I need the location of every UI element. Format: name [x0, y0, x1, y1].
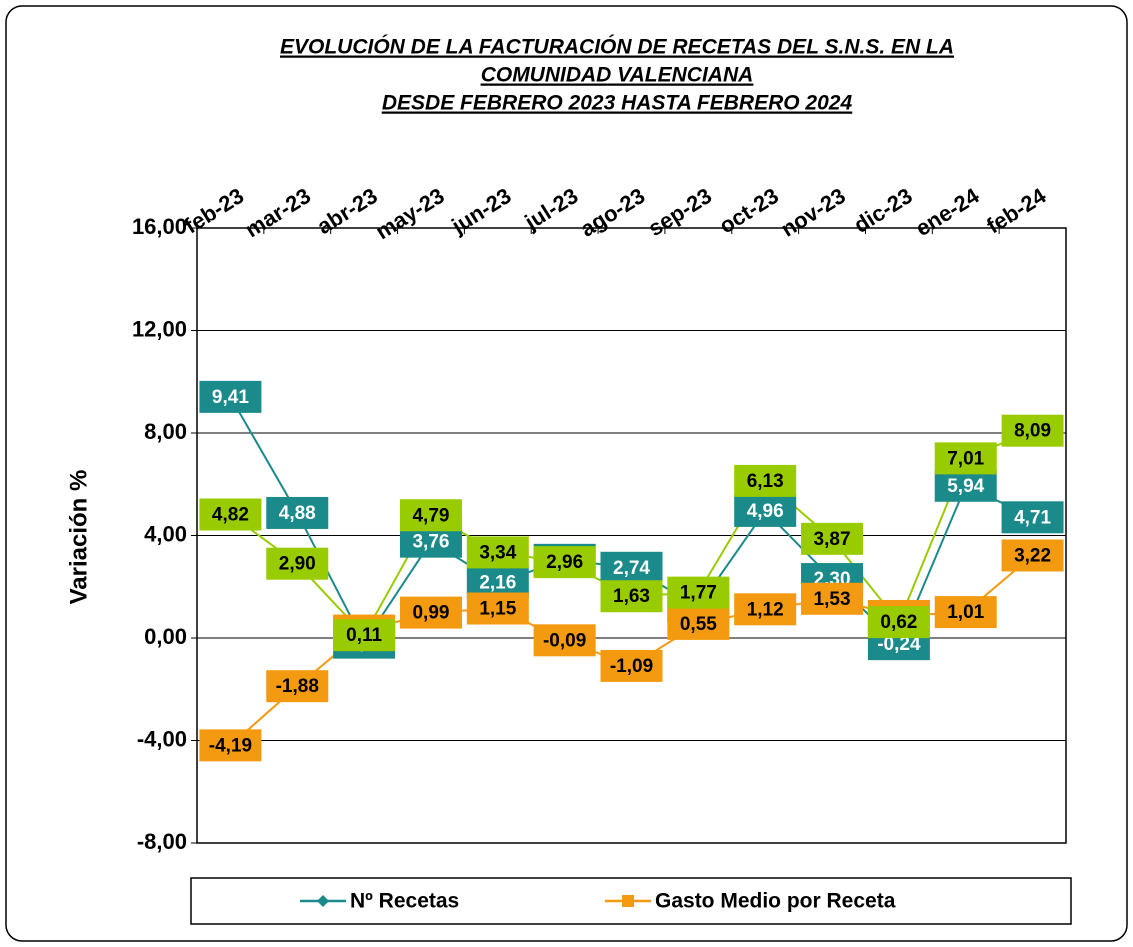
data-label: 0,99 [412, 603, 449, 624]
data-label: 1,12 [747, 599, 784, 620]
data-label: -1,09 [610, 656, 653, 677]
data-label: 1,01 [947, 602, 984, 623]
data-label-box [266, 496, 329, 529]
data-label: 0,11 [346, 625, 382, 646]
data-label-box [266, 547, 329, 580]
data-label-box [600, 551, 663, 584]
data-label-box [333, 619, 396, 652]
data-label: 5,94 [947, 476, 984, 497]
data-label-box [199, 380, 262, 413]
data-label: 0,62 [880, 612, 917, 633]
data-label: 8,09 [1014, 421, 1051, 442]
data-label: 9,41 [212, 387, 249, 408]
data-label: 4,79 [412, 505, 449, 526]
data-label-box [600, 580, 663, 613]
data-label: 6,13 [747, 471, 784, 492]
data-label: 1,77 [680, 583, 717, 604]
data-label-box [1001, 539, 1064, 572]
y-tick-label: 12,00 [132, 316, 187, 341]
data-label-box [734, 464, 797, 497]
y-tick-label: -8,00 [137, 829, 187, 854]
data-label: 3,34 [479, 542, 516, 563]
data-label-box [600, 649, 663, 682]
legend-marker [622, 895, 634, 907]
data-label-box [667, 576, 730, 609]
legend-marker [317, 895, 329, 907]
data-label-box [199, 729, 262, 762]
data-label: 7,01 [947, 448, 984, 469]
data-label-box [399, 596, 462, 629]
data-label: 4,71 [1014, 507, 1051, 528]
y-tick-label: 4,00 [144, 521, 187, 546]
y-axis-title: Variación % [65, 470, 92, 605]
data-label-box [734, 494, 797, 527]
chart-title: DESDE FEBRERO 2023 HASTA FEBRERO 2024 [382, 92, 853, 115]
data-label-box [399, 499, 462, 532]
data-label-box [533, 624, 596, 657]
data-label: -0,24 [877, 634, 921, 655]
y-tick-label: 8,00 [144, 419, 187, 444]
data-label-box [934, 596, 997, 629]
y-tick-label: -4,00 [137, 726, 187, 751]
chart-title: EVOLUCIÓN DE LA FACTURACIÓN DE RECETAS D… [280, 35, 954, 59]
plot-border [196, 227, 1067, 844]
data-label-box [734, 593, 797, 626]
data-label: 2,96 [546, 552, 583, 573]
data-label: -1,88 [276, 676, 319, 697]
data-label-box [466, 592, 529, 625]
data-label: 4,88 [279, 503, 316, 524]
chart-frame [5, 5, 1128, 942]
data-label: 3,76 [412, 532, 449, 553]
data-label: 1,15 [479, 599, 516, 620]
data-label: 0,55 [680, 614, 717, 635]
data-label-box [199, 498, 262, 531]
data-label-box [867, 606, 930, 639]
data-label: 3,87 [814, 529, 851, 550]
data-label-box [801, 582, 864, 615]
data-label-box [533, 546, 596, 579]
data-label-box [1001, 501, 1064, 534]
data-label-box [1001, 414, 1064, 447]
data-label: 4,82 [212, 505, 249, 526]
data-label-box [934, 442, 997, 475]
data-label: -0,09 [543, 630, 586, 651]
data-label: 1,63 [613, 586, 650, 607]
legend-label: Gasto Medio por Receta [655, 890, 896, 913]
data-label-box [466, 536, 529, 569]
data-label-box [934, 469, 997, 502]
data-label: 2,74 [613, 558, 650, 579]
data-label-box [266, 670, 329, 703]
data-label-box [667, 607, 730, 640]
data-label-box [801, 522, 864, 555]
data-label: 2,90 [279, 554, 316, 575]
chart-title: COMUNIDAD VALENCIANA [481, 64, 754, 87]
legend-label: Nº Recetas [350, 890, 459, 913]
data-label: 1,53 [814, 589, 851, 610]
data-label: 4,96 [747, 501, 784, 522]
data-label: 3,22 [1014, 546, 1051, 567]
data-label: 2,16 [479, 573, 516, 594]
y-tick-label: 0,00 [144, 624, 187, 649]
data-label: -4,19 [209, 735, 252, 756]
y-tick-label: 16,00 [132, 214, 187, 239]
